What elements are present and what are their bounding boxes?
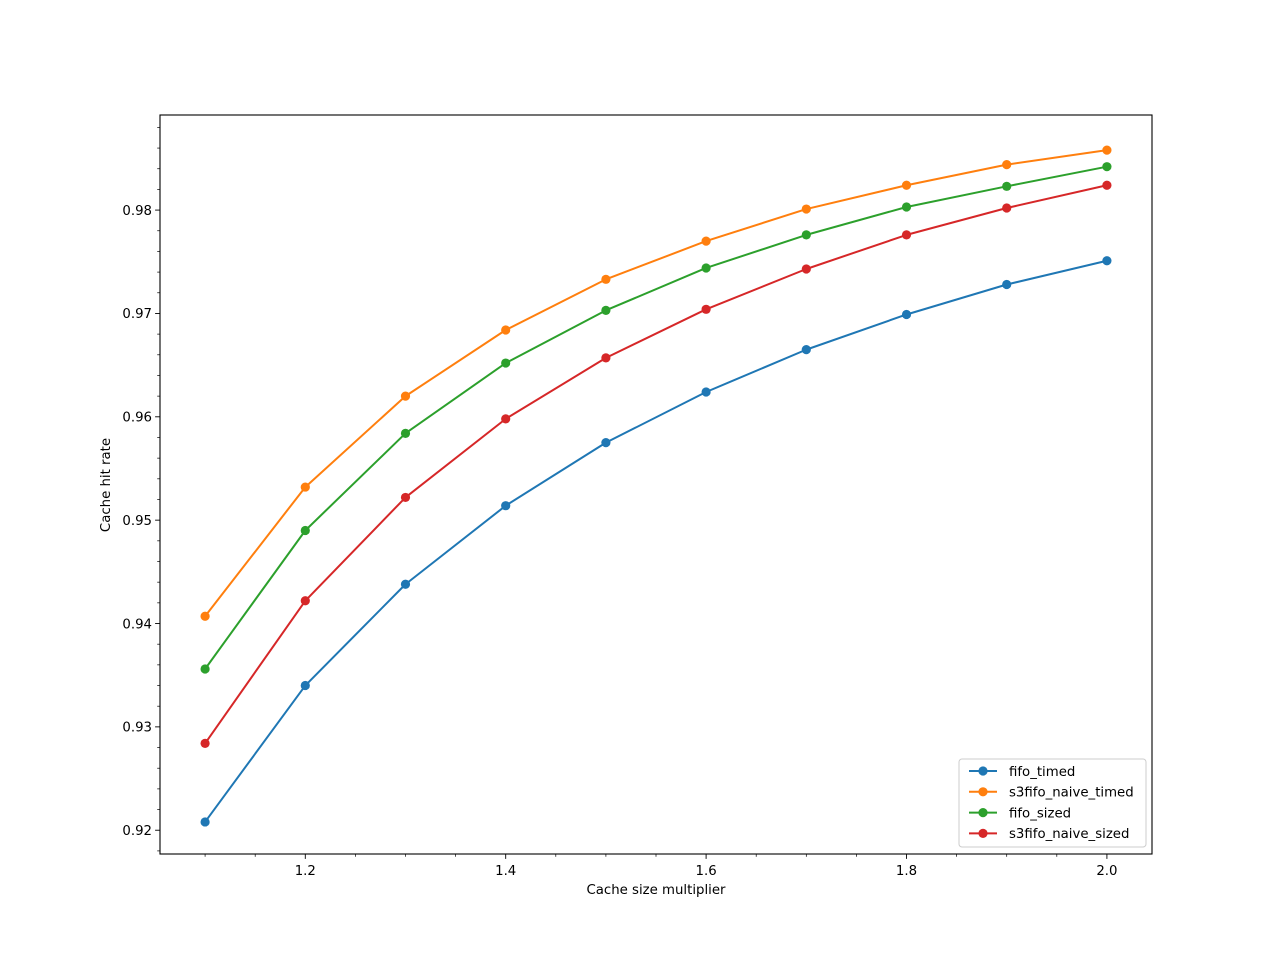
series-fifo_sized [200, 162, 1112, 674]
data-point-marker [801, 204, 811, 214]
series-line [204, 165, 1108, 670]
data-point-marker [801, 345, 811, 355]
series-layer [200, 145, 1112, 827]
data-point-marker [901, 202, 912, 212]
data-point-marker [801, 230, 811, 240]
data-point-marker [601, 353, 611, 363]
y-tick-label: 0.95 [122, 514, 152, 529]
data-point-marker [1002, 181, 1012, 191]
data-point-marker [1102, 180, 1112, 190]
x-tick-label: 1.6 [696, 864, 717, 879]
data-point-marker [300, 596, 310, 606]
plot-area [159, 114, 1153, 855]
data-point-marker [901, 230, 912, 240]
x-tick-label: 2.0 [1096, 864, 1117, 879]
data-point-marker [1002, 203, 1012, 213]
y-tick-label: 0.97 [122, 307, 152, 322]
data-point-marker [601, 274, 611, 284]
x-tick-label: 1.4 [495, 864, 516, 879]
data-point-marker [400, 492, 411, 503]
legend-label: s3fifo_naive_sized [1009, 827, 1129, 842]
legend-label: fifo_sized [1009, 806, 1071, 821]
legend-marker-icon [978, 787, 988, 797]
series-line [204, 259, 1108, 823]
series-s3fifo_naive_timed [200, 145, 1112, 621]
legend: fifo_timed s3fifo_naive_timed fifo_sized s3… [958, 758, 1147, 848]
y-axis: 0.92 0.93 0.94 0.95 0.96 0.97 0.98 [122, 127, 160, 852]
legend-marker-icon [978, 828, 988, 839]
y-axis-label: Cache hit rate [99, 438, 114, 532]
legend-item-s3fifo_naive_sized: s3fifo_naive_sized [969, 827, 1129, 842]
x-axis-label: Cache size multiplier [586, 883, 726, 898]
legend-label: s3fifo_naive_timed [1009, 786, 1134, 801]
data-point-marker [200, 738, 210, 749]
data-point-marker [400, 428, 411, 438]
data-point-marker [1102, 145, 1112, 155]
data-point-marker [701, 387, 711, 397]
data-point-marker [200, 611, 210, 621]
series-fifo_timed [200, 256, 1112, 827]
data-point-marker [1102, 162, 1112, 172]
data-point-marker [400, 391, 411, 401]
x-tick-label: 1.2 [295, 864, 316, 879]
y-tick-label: 0.94 [122, 617, 152, 632]
data-point-marker [801, 264, 811, 274]
y-tick-label: 0.92 [122, 824, 152, 839]
data-point-marker [901, 180, 912, 190]
data-point-marker [901, 309, 912, 320]
data-point-marker [701, 304, 711, 314]
data-point-marker [1002, 279, 1012, 290]
legend-box [958, 758, 1147, 848]
data-point-marker [501, 325, 511, 335]
axes-background [160, 115, 1152, 854]
legend-item-fifo_sized: fifo_sized [969, 806, 1071, 821]
y-tick-label: 0.96 [122, 411, 152, 426]
legend-label: fifo_timed [1009, 765, 1075, 780]
series-line [204, 149, 1108, 617]
data-point-marker [200, 664, 210, 674]
data-point-marker [501, 501, 511, 511]
y-tick-label: 0.93 [122, 721, 152, 736]
data-point-marker [601, 305, 611, 315]
legend-marker-icon [978, 766, 988, 776]
y-tick-label: 0.98 [122, 204, 152, 219]
data-point-marker [501, 358, 511, 368]
data-point-marker [200, 817, 210, 827]
data-point-marker [501, 414, 511, 424]
data-point-marker [300, 482, 310, 492]
legend-item-fifo_timed: fifo_timed [969, 765, 1075, 780]
series-s3fifo_naive_sized [200, 180, 1112, 749]
legend-marker-icon [978, 808, 988, 818]
data-point-marker [300, 525, 310, 536]
data-point-marker [701, 263, 711, 273]
data-point-marker [601, 438, 611, 448]
data-point-marker [701, 236, 711, 246]
x-axis: 1.2 1.4 1.6 1.8 2.0 [204, 854, 1117, 879]
data-point-marker [300, 680, 310, 691]
series-line [204, 184, 1108, 744]
legend-item-s3fifo_naive_timed: s3fifo_naive_timed [969, 786, 1134, 801]
data-point-marker [400, 579, 411, 589]
data-point-marker [1102, 256, 1112, 266]
data-point-marker [1002, 160, 1012, 170]
x-tick-label: 1.8 [896, 864, 917, 879]
